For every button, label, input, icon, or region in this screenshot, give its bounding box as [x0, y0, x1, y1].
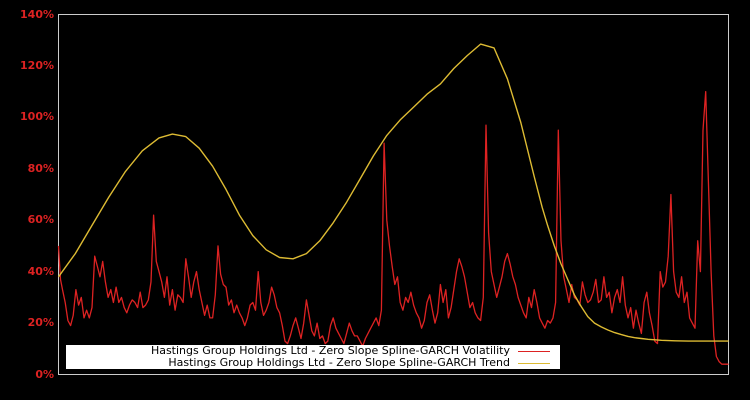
legend-label-volatility: Hastings Group Holdings Ltd - Zero Slope… [150, 344, 510, 357]
y-tick-label: 0% [35, 367, 54, 381]
trend-line [57, 43, 729, 342]
legend-item-trend: Hastings Group Holdings Ltd - Zero Slope… [168, 357, 560, 369]
legend-swatch-trend [518, 362, 550, 364]
legend-label-trend: Hastings Group Holdings Ltd - Zero Slope… [168, 356, 510, 369]
y-tick-label: 40% [27, 264, 54, 278]
y-tick-label: 120% [20, 58, 54, 72]
y-tick-label: 100% [20, 110, 54, 124]
volatility-line [57, 90, 729, 365]
y-tick-label: 80% [27, 161, 54, 175]
y-tick-label: 60% [27, 213, 54, 227]
legend-swatch-volatility [518, 350, 550, 352]
series-layer [57, 43, 729, 365]
legend-item-volatility: Hastings Group Holdings Ltd - Zero Slope… [151, 345, 560, 357]
y-tick-label: 140% [20, 7, 54, 21]
y-tick-label: 20% [27, 316, 54, 330]
plot-area-frame [58, 14, 729, 375]
legend: Hastings Group Holdings Ltd - Zero Slope… [66, 345, 560, 369]
